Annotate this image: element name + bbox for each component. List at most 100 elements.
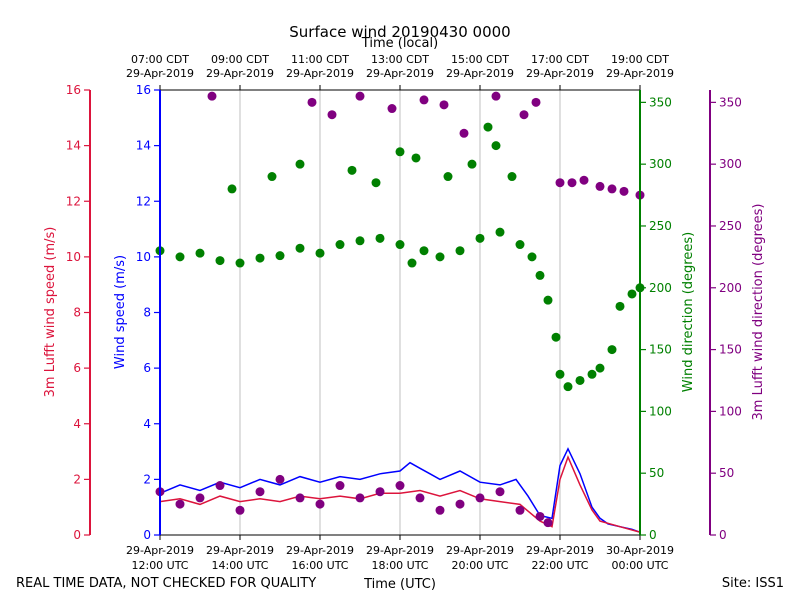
wind-direction-point bbox=[395, 147, 405, 157]
wind-direction-point bbox=[563, 382, 573, 392]
lufft-direction-axis-tick-label: 50 bbox=[719, 466, 734, 480]
3m-lufft-wind-direction-point bbox=[607, 184, 617, 194]
wind-direction-point bbox=[175, 252, 185, 262]
plot-area bbox=[155, 91, 645, 533]
lufft-direction-axis-tick-label: 250 bbox=[719, 219, 742, 233]
direction-axis-tick-label: 300 bbox=[649, 157, 672, 171]
direction-axis-tick-label: 250 bbox=[649, 219, 672, 233]
3m-lufft-wind-direction-point bbox=[595, 181, 605, 191]
3m-lufft-wind-direction-point bbox=[195, 493, 205, 503]
speed-axis-label: Wind speed (m/s) bbox=[113, 255, 128, 369]
wind-direction-point bbox=[315, 248, 325, 258]
wind-direction-point bbox=[235, 258, 245, 268]
speed-axis-tick-label: 12 bbox=[136, 194, 151, 208]
wind-direction-point bbox=[607, 345, 617, 355]
direction-axis-tick-label: 100 bbox=[649, 404, 672, 418]
3m-lufft-wind-direction-point bbox=[491, 91, 501, 101]
speed-axis-tick-label: 16 bbox=[136, 83, 151, 97]
3m-lufft-wind-direction-point bbox=[535, 511, 545, 521]
top-axis-label: Time (local) bbox=[361, 36, 438, 51]
3m-lufft-wind-direction-point bbox=[175, 499, 185, 509]
speed-axis-tick-label: 10 bbox=[136, 250, 151, 264]
site-label: Site: ISS1 bbox=[722, 576, 784, 591]
wind-direction-point bbox=[375, 233, 385, 243]
top-tick-time: 15:00 CDT bbox=[451, 53, 509, 66]
direction-axis-tick-label: 0 bbox=[649, 528, 657, 542]
x-tick-date: 29-Apr-2019 bbox=[206, 544, 274, 557]
3m-lufft-wind-direction-point bbox=[235, 505, 245, 515]
wind-direction-point bbox=[255, 253, 265, 263]
wind-direction-point bbox=[411, 153, 421, 163]
x-tick-time: 00:00 UTC bbox=[611, 559, 668, 572]
wind-direction-point bbox=[615, 301, 625, 311]
wind-direction-point bbox=[455, 246, 465, 256]
top-tick-date: 29-Apr-2019 bbox=[526, 67, 594, 80]
wind-direction-point bbox=[543, 295, 553, 305]
lufft-direction-axis-tick-label: 350 bbox=[719, 95, 742, 109]
x-tick-time: 14:00 UTC bbox=[211, 559, 268, 572]
wind-direction-point bbox=[295, 159, 305, 169]
3m-lufft-wind-direction-point bbox=[335, 481, 345, 491]
wind-direction-point bbox=[227, 184, 237, 194]
top-tick-date: 29-Apr-2019 bbox=[286, 67, 354, 80]
3m-lufft-wind-direction-point bbox=[459, 128, 469, 138]
3m-lufft-wind-direction-point bbox=[515, 505, 525, 515]
lufft-speed-axis-tick-label: 6 bbox=[73, 361, 81, 375]
3m-lufft-wind-direction-point bbox=[567, 178, 577, 188]
lufft-direction-axis-tick-label: 100 bbox=[719, 404, 742, 418]
wind-direction-point bbox=[507, 172, 517, 182]
3m-lufft-wind-direction-point bbox=[307, 97, 317, 107]
wind-direction-point bbox=[467, 159, 477, 169]
top-tick-date: 29-Apr-2019 bbox=[206, 67, 274, 80]
3m-lufft-wind-direction-point bbox=[495, 487, 505, 497]
lufft-speed-axis-tick-label: 14 bbox=[66, 139, 81, 153]
x-tick-date: 29-Apr-2019 bbox=[526, 544, 594, 557]
x-tick-date: 29-Apr-2019 bbox=[446, 544, 514, 557]
direction-axis-tick-label: 350 bbox=[649, 95, 672, 109]
3m-lufft-wind-direction-point bbox=[531, 97, 541, 107]
x-tick-time: 22:00 UTC bbox=[531, 559, 588, 572]
wind-direction-point bbox=[483, 122, 493, 132]
wind-direction-point bbox=[595, 363, 605, 373]
wind-direction-point bbox=[335, 240, 345, 250]
3m-lufft-wind-direction-point bbox=[419, 95, 429, 105]
lufft-speed-axis-label: 3m Lufft wind speed (m/s) bbox=[43, 227, 58, 398]
speed-axis-tick-label: 4 bbox=[143, 417, 151, 431]
speed-axis-tick-label: 6 bbox=[143, 361, 151, 375]
wind-direction-point bbox=[575, 375, 585, 385]
wind-direction-point bbox=[215, 256, 225, 266]
top-tick-date: 29-Apr-2019 bbox=[126, 67, 194, 80]
3m-lufft-wind-direction-point bbox=[619, 186, 629, 196]
x-tick-date: 29-Apr-2019 bbox=[366, 544, 434, 557]
3m-lufft-wind-direction-point bbox=[579, 175, 589, 185]
wind-direction-point bbox=[395, 240, 405, 250]
top-tick-date: 29-Apr-2019 bbox=[446, 67, 514, 80]
wind-direction-point bbox=[371, 178, 381, 188]
top-tick-time: 07:00 CDT bbox=[131, 53, 189, 66]
wind-direction-point bbox=[551, 332, 561, 342]
wind-speed-line bbox=[159, 447, 641, 533]
top-tick-time: 13:00 CDT bbox=[371, 53, 429, 66]
3m-lufft-wind-direction-point bbox=[327, 110, 337, 120]
wind-direction-point bbox=[407, 258, 417, 268]
top-tick-time: 19:00 CDT bbox=[611, 53, 669, 66]
lufft-speed-axis-tick-label: 0 bbox=[73, 528, 81, 542]
quality-note: REAL TIME DATA, NOT CHECKED FOR QUALITY bbox=[16, 576, 316, 591]
x-tick-time: 20:00 UTC bbox=[451, 559, 508, 572]
lufft-speed-axis-tick-label: 10 bbox=[66, 250, 81, 264]
3m-lufft-wind-direction-point bbox=[555, 178, 565, 188]
wind-direction-point bbox=[555, 369, 565, 379]
3m-lufft-wind-direction-point bbox=[355, 91, 365, 101]
3m-lufft-wind-speed-line bbox=[159, 455, 641, 533]
speed-axis-tick-label: 8 bbox=[143, 306, 151, 320]
top-tick-time: 09:00 CDT bbox=[211, 53, 269, 66]
3m-lufft-wind-direction-point bbox=[435, 505, 445, 515]
wind-direction-point bbox=[443, 172, 453, 182]
chart-title: Surface wind 20190430 0000 bbox=[289, 23, 510, 41]
3m-lufft-wind-direction-point bbox=[315, 499, 325, 509]
wind-direction-point bbox=[495, 227, 505, 237]
wind-direction-point bbox=[275, 251, 285, 261]
wind-direction-point bbox=[627, 289, 637, 299]
wind-direction-point bbox=[435, 252, 445, 262]
lufft-direction-axis-tick-label: 300 bbox=[719, 157, 742, 171]
